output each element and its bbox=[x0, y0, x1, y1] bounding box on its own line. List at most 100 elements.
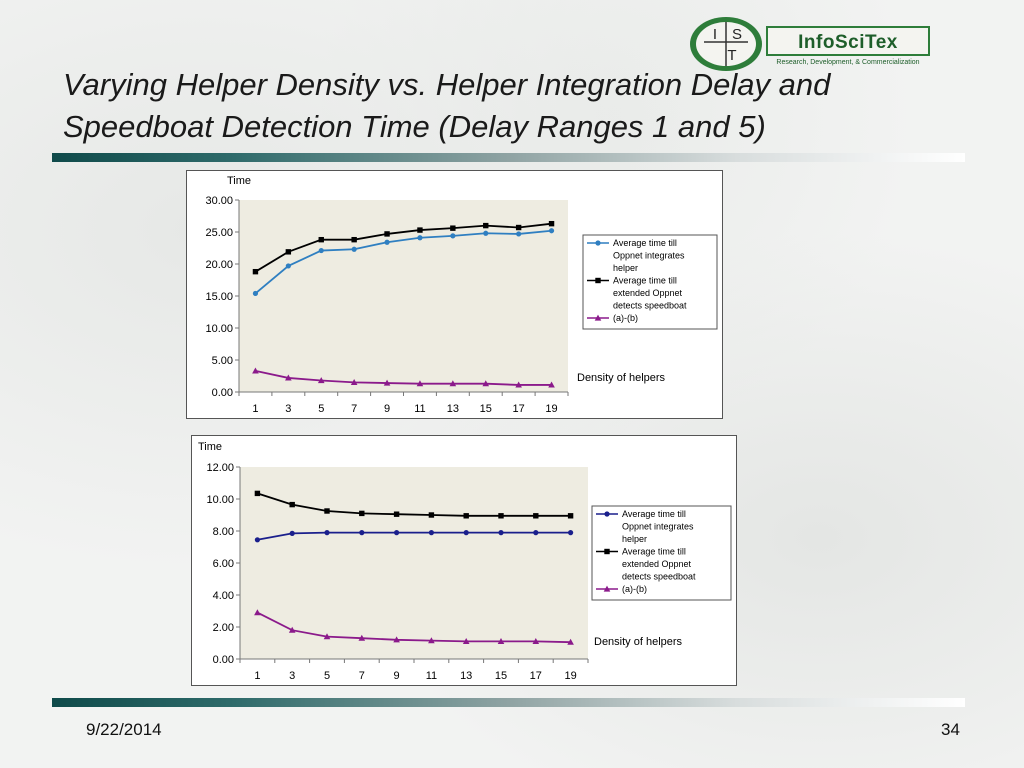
data-point bbox=[450, 233, 456, 239]
data-point bbox=[351, 246, 357, 252]
infoscitex-logo: I S T InfoSciTex Research, Development, … bbox=[688, 14, 938, 74]
data-point bbox=[548, 228, 555, 234]
x-tick-label: 1 bbox=[254, 670, 260, 682]
chart-delay-range-5: 0.00 2.00 4.00 6.00 8.00 10.00 12.00 1 3 5 7 9 11 13 1… bbox=[191, 435, 737, 686]
data-point bbox=[516, 231, 522, 237]
legend-entry: Average time till extended Oppnet detects … bbox=[613, 276, 687, 311]
legend-entry: (a)-(b) bbox=[613, 313, 638, 323]
data-point bbox=[417, 227, 423, 233]
data-point bbox=[285, 249, 292, 255]
data-point bbox=[428, 530, 434, 536]
data-point bbox=[317, 377, 325, 384]
data-point bbox=[393, 636, 400, 643]
data-point bbox=[482, 380, 490, 387]
series-0 bbox=[252, 228, 555, 297]
data-point bbox=[252, 290, 259, 297]
x-tick-label: 5 bbox=[318, 403, 324, 415]
x-tick-label: 15 bbox=[480, 403, 492, 415]
data-point bbox=[383, 379, 391, 386]
data-point bbox=[567, 513, 574, 519]
y-tick-label: 0.00 bbox=[212, 387, 233, 399]
data-point bbox=[483, 230, 489, 236]
x-tick-label: 3 bbox=[289, 670, 295, 682]
x-tick-label: 17 bbox=[513, 403, 525, 415]
data-point bbox=[324, 530, 330, 536]
data-point bbox=[463, 513, 469, 519]
logo-letter-s: S bbox=[732, 26, 742, 43]
legend-entry-line: detects speedboat bbox=[622, 572, 696, 582]
data-point bbox=[384, 239, 390, 245]
y-tick-label: 10.00 bbox=[205, 323, 233, 335]
data-point bbox=[462, 638, 470, 644]
series-2 bbox=[254, 609, 574, 645]
x-tick-label: 3 bbox=[285, 403, 291, 415]
data-point bbox=[568, 530, 574, 536]
legend-entry-line: Oppnet integrates bbox=[622, 522, 694, 532]
data-point bbox=[285, 374, 292, 381]
series-line bbox=[254, 229, 552, 295]
x-axis-label: Density of helpers bbox=[577, 372, 666, 384]
y-tick-label: 8.00 bbox=[213, 526, 234, 538]
legend-entry-line: extended Oppnet bbox=[622, 559, 692, 569]
data-point bbox=[532, 638, 540, 644]
data-point bbox=[359, 530, 365, 536]
data-point bbox=[254, 609, 261, 616]
data-point bbox=[498, 530, 504, 536]
x-axis-label: Density of helpers bbox=[594, 636, 683, 648]
legend-entry: (a)-(b) bbox=[622, 584, 647, 594]
y-tick-label: 30.00 bbox=[205, 195, 233, 207]
y-tick-label: 6.00 bbox=[213, 558, 234, 570]
logo-tagline: Research, Development, & Commercializati… bbox=[776, 59, 919, 66]
data-point bbox=[289, 530, 295, 536]
data-point bbox=[515, 381, 522, 388]
legend-swatch-marker bbox=[603, 585, 611, 592]
data-point bbox=[351, 236, 357, 243]
series-line bbox=[257, 531, 571, 541]
x-tick-label: 19 bbox=[545, 403, 557, 415]
slide-title-line-1: Varying Helper Density vs. Helper Integr… bbox=[63, 67, 831, 102]
y-tick-label: 15.00 bbox=[205, 291, 233, 303]
slide-title: Varying Helper Density vs. Helper Integr… bbox=[63, 64, 943, 148]
x-tick-label: 11 bbox=[426, 670, 437, 682]
x-tick-label: 15 bbox=[495, 670, 507, 682]
data-point bbox=[548, 220, 555, 227]
series-2 bbox=[252, 367, 555, 388]
data-point bbox=[394, 530, 400, 536]
x-tick-label: 17 bbox=[530, 670, 542, 682]
legend-swatch-marker bbox=[595, 277, 601, 284]
legend-box bbox=[582, 234, 718, 330]
legend-swatch-marker bbox=[604, 511, 610, 517]
legend-swatch-marker bbox=[595, 240, 601, 246]
series-1 bbox=[254, 490, 574, 519]
data-point bbox=[567, 638, 574, 645]
data-point bbox=[324, 508, 330, 514]
data-point bbox=[428, 637, 435, 644]
legend-entry-line: Oppnet integrates bbox=[613, 251, 685, 261]
data-point bbox=[498, 513, 504, 519]
x-tick-label: 7 bbox=[351, 403, 357, 415]
series-line bbox=[257, 492, 571, 517]
series-line bbox=[255, 369, 552, 386]
y-tick-label: 0.00 bbox=[213, 654, 234, 666]
data-point bbox=[318, 236, 324, 243]
data-point bbox=[254, 490, 261, 497]
chart-delay-range-1: 0.00 5.00 10.00 15.00 20.00 25.00 30.00 1 3 5 7 9 11… bbox=[186, 170, 723, 419]
series-line bbox=[256, 611, 571, 644]
y-axis-label: Time bbox=[227, 175, 251, 187]
legend-entry: Average time till Oppnet integrates helper bbox=[613, 238, 685, 273]
y-tick-label: 10.00 bbox=[206, 494, 234, 506]
y-tick-label: 5.00 bbox=[212, 355, 233, 367]
data-point bbox=[548, 381, 555, 388]
x-tick-label: 9 bbox=[394, 670, 400, 682]
data-point bbox=[350, 379, 358, 385]
series-1 bbox=[252, 220, 555, 275]
legend-entry: Average time till extended Oppnet detects … bbox=[622, 547, 696, 582]
legend-entry-line: helper bbox=[613, 263, 638, 273]
legend-swatch-marker bbox=[594, 314, 602, 321]
series-0 bbox=[254, 530, 574, 543]
legend-entry-line: (a)-(b) bbox=[622, 584, 647, 594]
logo-wordmark: InfoSciTex bbox=[798, 32, 898, 53]
y-tick-label: 4.00 bbox=[213, 590, 234, 602]
